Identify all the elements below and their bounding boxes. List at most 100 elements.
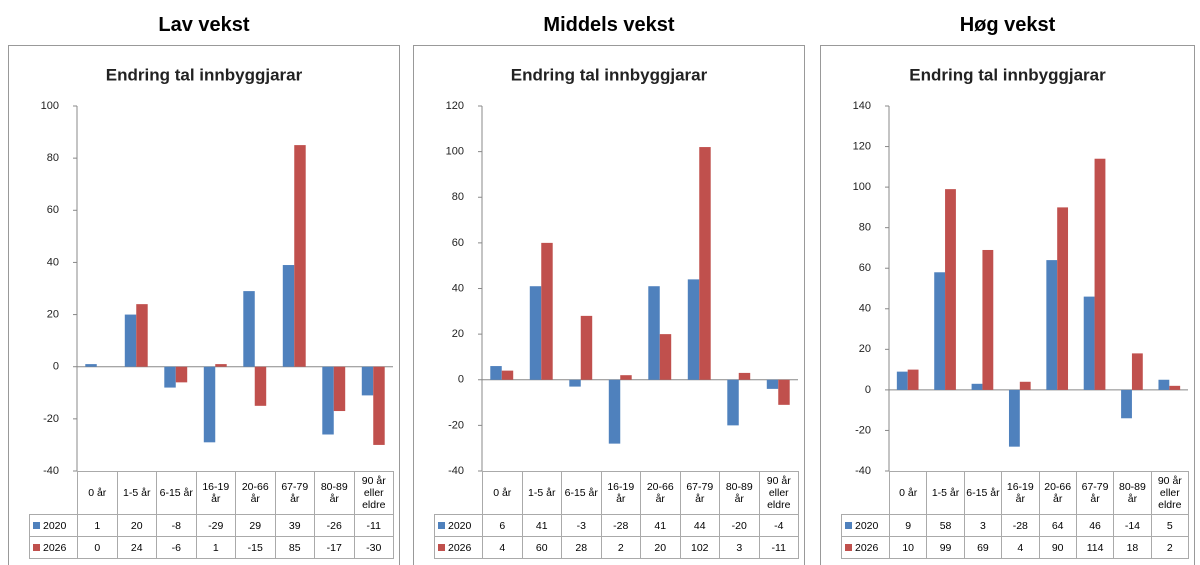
chart-title: Endring tal innbyggjarar	[511, 65, 708, 84]
series-row: 2020 6 41 -3 -28 41 44 -20 -4	[434, 514, 799, 537]
value-cell: 2	[600, 536, 641, 559]
category-label: 80-89 år	[719, 471, 760, 515]
bar	[934, 272, 946, 390]
y-tick-label: 60	[859, 262, 871, 274]
value-cell: -8	[156, 514, 197, 537]
category-label: 20-66 år	[235, 471, 276, 515]
bar	[203, 366, 216, 443]
category-label: 90 år eller eldre	[758, 471, 799, 515]
data-table: 0 år 1-5 år 6-15 år 16-19 år 20-66 år 67-79 å…	[434, 471, 799, 559]
value-cell: -30	[353, 536, 394, 559]
value-cell: 4	[1001, 536, 1040, 559]
value-cell: 41	[521, 514, 562, 537]
bar	[322, 366, 334, 435]
value-cell: -15	[235, 536, 276, 559]
value-cell: 3	[719, 536, 760, 559]
chart-title: Endring tal innbyggjarar	[909, 65, 1106, 84]
value-cell: -11	[353, 514, 394, 537]
value-cell: 44	[679, 514, 720, 537]
y-tick-label: 80	[452, 191, 464, 203]
y-tick-label: 80	[859, 222, 871, 234]
value-cell: 28	[561, 536, 602, 559]
value-cell: 6	[482, 514, 523, 537]
bar	[1121, 389, 1132, 419]
legend-cell: 2020	[29, 514, 78, 537]
value-cell: 2	[1150, 536, 1190, 559]
value-cell: 41	[640, 514, 681, 537]
y-tick-label: -20	[855, 424, 871, 436]
value-cell: 1	[77, 514, 118, 537]
y-tick-label: 40	[47, 256, 59, 268]
bar	[1008, 389, 1020, 447]
value-cell: 9	[888, 514, 928, 537]
value-cell: -14	[1113, 514, 1152, 537]
category-label: 6-15 år	[156, 471, 197, 515]
bar	[1169, 385, 1181, 390]
legend-label: 2026	[43, 541, 67, 554]
chart-panel: Endring tal innbyggjarar -40 -20 0 20 40 60 80 1…	[820, 45, 1195, 565]
category-label: 67-79 år	[1075, 471, 1115, 515]
bar	[699, 147, 711, 380]
category-label: 90 år eller eldre	[353, 471, 394, 515]
bar	[1057, 207, 1069, 390]
legend-label: 2020	[43, 519, 67, 532]
value-cell: 99	[926, 536, 965, 559]
category-label: 20-66 år	[640, 471, 681, 515]
y-tick-label: 40	[452, 282, 464, 294]
legend-swatch	[33, 543, 40, 551]
value-cell: 18	[1113, 536, 1152, 559]
bar	[608, 379, 621, 444]
bar	[896, 371, 908, 390]
y-tick-label: 40	[859, 303, 871, 315]
value-cell: 39	[274, 514, 315, 537]
category-label: 16-19 år	[195, 471, 236, 515]
value-cell: 58	[926, 514, 965, 537]
section-heading: Lav vekst	[158, 14, 250, 36]
chart-title: Endring tal innbyggjarar	[106, 65, 303, 84]
category-label: 6-15 år	[963, 471, 1003, 515]
legend-cell: 2026	[434, 536, 483, 559]
value-cell: -3	[561, 514, 602, 537]
y-tick-label: 80	[47, 152, 59, 164]
value-cell: 60	[521, 536, 562, 559]
category-label: 20-66 år	[1038, 471, 1077, 515]
data-table: 0 år 1-5 år 6-15 år 16-19 år 20-66 år 67-79 å…	[29, 471, 394, 559]
bar	[136, 304, 148, 367]
legend-swatch	[845, 543, 852, 551]
bar	[766, 379, 779, 389]
value-cell: -28	[1001, 514, 1040, 537]
bar	[569, 379, 581, 387]
y-tick-label: 60	[47, 204, 59, 216]
bar	[727, 379, 739, 426]
legend-swatch	[438, 521, 445, 529]
series-row: 2020 9 58 3 -28 64 46 -14 5	[841, 514, 1190, 537]
y-tick-label: 100	[41, 100, 59, 112]
header-row: 0 år 1-5 år 6-15 år 16-19 år 20-66 år 67-79 å…	[434, 471, 799, 515]
bar	[648, 286, 660, 380]
bar	[1046, 260, 1058, 390]
y-tick-label: 0	[53, 361, 59, 373]
value-cell: -17	[314, 536, 355, 559]
bar	[687, 279, 700, 380]
value-cell: 29	[235, 514, 276, 537]
value-cell: 24	[116, 536, 157, 559]
y-tick-label: 120	[446, 100, 464, 112]
y-tick-label: 100	[446, 146, 464, 158]
chart-panel: Endring tal innbyggjarar -40 -20 0 20 40 60 80 1…	[413, 45, 805, 565]
bar	[282, 265, 295, 367]
value-cell: 114	[1075, 536, 1115, 559]
blank-cell	[434, 471, 483, 515]
bar	[164, 366, 176, 388]
category-label: 0 år	[888, 471, 928, 515]
category-label: 1-5 år	[926, 471, 965, 515]
y-tick-label: 0	[458, 374, 464, 386]
value-cell: 5	[1150, 514, 1190, 537]
bar	[907, 369, 919, 390]
chart: Endring tal innbyggjarar-40-200204060801…	[853, 65, 1188, 477]
chart: Endring tal innbyggjarar-40-200204060801…	[446, 65, 798, 477]
legend-cell: 2026	[29, 536, 78, 559]
y-tick-label: 20	[47, 308, 59, 320]
category-label: 67-79 år	[679, 471, 720, 515]
value-cell: -11	[758, 536, 799, 559]
